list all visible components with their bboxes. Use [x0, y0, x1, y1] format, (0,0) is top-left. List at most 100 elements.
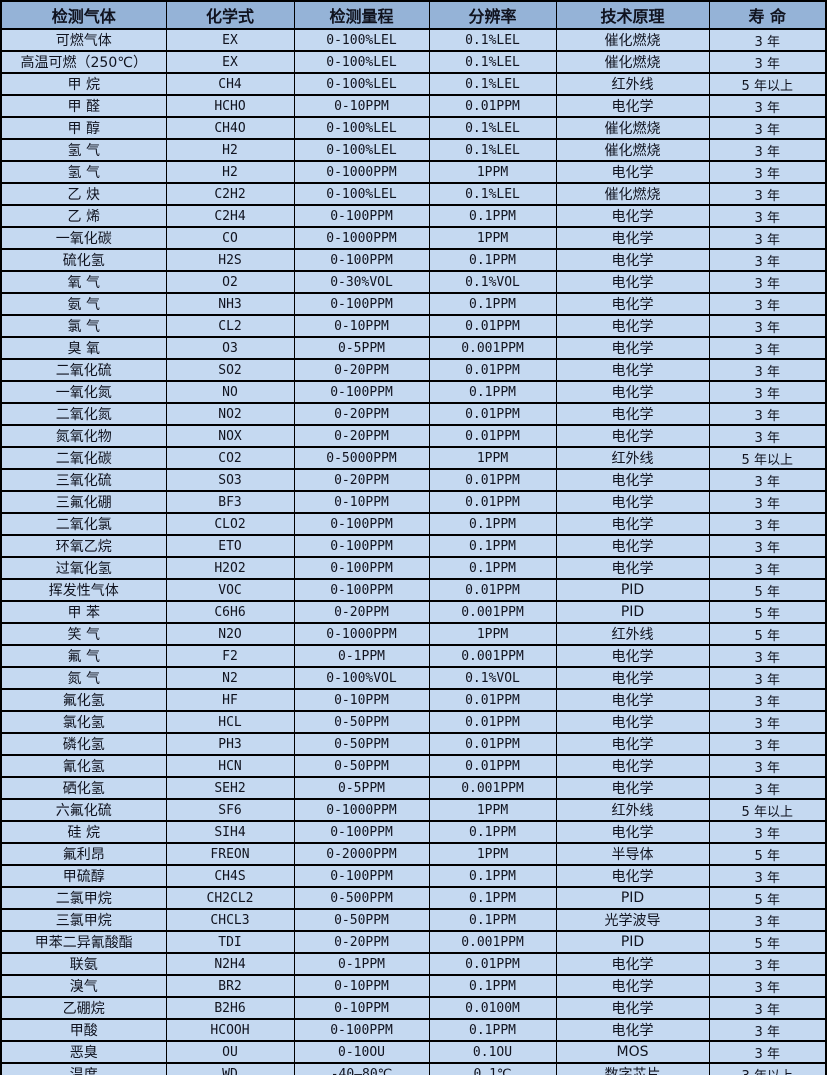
lifespan-cell: 5 年以上	[708, 446, 827, 470]
gas-name-cell: 高温可燃（250℃）	[0, 50, 167, 74]
range-cell: 0-10PPM	[293, 974, 430, 998]
range-cell: 0-5000PPM	[293, 446, 430, 470]
lifespan-cell: 3 年	[708, 732, 827, 756]
lifespan-cell: 5 年	[708, 622, 827, 646]
formula-cell: EX	[165, 50, 295, 74]
principle-cell: 电化学	[555, 776, 710, 800]
resolution-cell: 0.01PPM	[428, 490, 557, 514]
range-cell: 0-100PPM	[293, 292, 430, 316]
lifespan-cell: 3 年	[708, 952, 827, 976]
range-cell: 0-100PPM	[293, 556, 430, 580]
resolution-cell: 0.01PPM	[428, 402, 557, 426]
table-row: 硅 烷 SIH4 0-100PPM 0.1PPM 电化学 3 年	[0, 820, 827, 844]
gas-name-cell: 温度	[0, 1062, 167, 1075]
resolution-cell: 0.1℃	[428, 1062, 557, 1075]
gas-name-cell: 挥发性气体	[0, 578, 167, 602]
gas-name-cell: 三氧化硫	[0, 468, 167, 492]
gas-name-cell: 甲 醇	[0, 116, 167, 140]
range-cell: 0-2000PPM	[293, 842, 430, 866]
range-cell: 0-100PPM	[293, 248, 430, 272]
lifespan-cell: 3 年	[708, 314, 827, 338]
lifespan-cell: 3 年	[708, 754, 827, 778]
lifespan-cell: 3 年	[708, 512, 827, 536]
formula-cell: OU	[165, 1040, 295, 1064]
table-row: 恶臭 OU 0-10OU 0.1OU MOS 3 年	[0, 1040, 827, 1064]
gas-name-cell: 甲 苯	[0, 600, 167, 624]
gas-name-cell: 二氧化氮	[0, 402, 167, 426]
range-cell: 0-20PPM	[293, 402, 430, 426]
gas-name-cell: 氨 气	[0, 292, 167, 316]
resolution-cell: 0.1%LEL	[428, 50, 557, 74]
gas-name-cell: 恶臭	[0, 1040, 167, 1064]
principle-cell: 电化学	[555, 710, 710, 734]
principle-cell: 电化学	[555, 160, 710, 184]
range-cell: 0-10PPM	[293, 688, 430, 712]
formula-cell: SF6	[165, 798, 295, 822]
gas-name-cell: 甲 醛	[0, 94, 167, 118]
resolution-cell: 0.01PPM	[428, 468, 557, 492]
gas-name-cell: 氟 气	[0, 644, 167, 668]
formula-cell: CO	[165, 226, 295, 250]
principle-cell: 光学波导	[555, 908, 710, 932]
range-cell: 0-5PPM	[293, 776, 430, 800]
lifespan-cell: 3 年	[708, 710, 827, 734]
range-cell: 0-100PPM	[293, 578, 430, 602]
lifespan-cell: 3 年	[708, 556, 827, 580]
table-row: 溴气 BR2 0-10PPM 0.1PPM 电化学 3 年	[0, 974, 827, 998]
formula-cell: NOX	[165, 424, 295, 448]
table-row: 二氧化碳 CO2 0-5000PPM 1PPM 红外线 5 年以上	[0, 446, 827, 470]
formula-cell: CH4S	[165, 864, 295, 888]
range-cell: 0-100%LEL	[293, 72, 430, 96]
resolution-cell: 0.1OU	[428, 1040, 557, 1064]
formula-cell: N2H4	[165, 952, 295, 976]
table-row: 过氧化氢 H2O2 0-100PPM 0.1PPM 电化学 3 年	[0, 556, 827, 580]
principle-cell: 电化学	[555, 204, 710, 228]
header-row: 检测气体 化学式 检测量程 分辨率 技术原理 寿 命	[0, 0, 827, 30]
principle-cell: 电化学	[555, 644, 710, 668]
gas-name-cell: 氢 气	[0, 160, 167, 184]
lifespan-cell: 3 年	[708, 248, 827, 272]
table-row: 二氧化氯 CLO2 0-100PPM 0.1PPM 电化学 3 年	[0, 512, 827, 536]
formula-cell: C2H2	[165, 182, 295, 206]
formula-cell: NO2	[165, 402, 295, 426]
gas-name-cell: 二氧化碳	[0, 446, 167, 470]
gas-name-cell: 甲苯二异氰酸酯	[0, 930, 167, 954]
table-row: 乙 烯 C2H4 0-100PPM 0.1PPM 电化学 3 年	[0, 204, 827, 228]
resolution-cell: 0.001PPM	[428, 600, 557, 624]
gas-name-cell: 氯化氢	[0, 710, 167, 734]
lifespan-cell: 3 年	[708, 138, 827, 162]
formula-cell: C2H4	[165, 204, 295, 228]
gas-name-cell: 氮氧化物	[0, 424, 167, 448]
resolution-cell: 0.1%LEL	[428, 28, 557, 52]
gas-name-cell: 氰化氢	[0, 754, 167, 778]
table-row: 乙硼烷 B2H6 0-10PPM 0.0100M 电化学 3 年	[0, 996, 827, 1020]
gas-name-cell: 氯 气	[0, 314, 167, 338]
table-row: 甲酸 HCOOH 0-100PPM 0.1PPM 电化学 3 年	[0, 1018, 827, 1042]
resolution-cell: 0.1%LEL	[428, 72, 557, 96]
range-cell: 0-100PPM	[293, 864, 430, 888]
principle-cell: 红外线	[555, 798, 710, 822]
range-cell: 0-100%LEL	[293, 116, 430, 140]
principle-cell: PID	[555, 578, 710, 602]
gas-name-cell: 二氧化硫	[0, 358, 167, 382]
table-row: 环氧乙烷 ETO 0-100PPM 0.1PPM 电化学 3 年	[0, 534, 827, 558]
gas-name-cell: 一氧化氮	[0, 380, 167, 404]
table-row: 甲 醇 CH4O 0-100%LEL 0.1%LEL 催化燃烧 3 年	[0, 116, 827, 140]
principle-cell: 电化学	[555, 974, 710, 998]
table-header: 检测气体 化学式 检测量程 分辨率 技术原理 寿 命	[0, 0, 827, 30]
range-cell: 0-1PPM	[293, 644, 430, 668]
resolution-cell: 0.01PPM	[428, 710, 557, 734]
resolution-cell: 0.1PPM	[428, 820, 557, 844]
formula-cell: H2	[165, 138, 295, 162]
formula-cell: CL2	[165, 314, 295, 338]
principle-cell: 电化学	[555, 270, 710, 294]
resolution-cell: 0.1PPM	[428, 556, 557, 580]
formula-cell: NH3	[165, 292, 295, 316]
principle-cell: 红外线	[555, 446, 710, 470]
resolution-cell: 0.01PPM	[428, 754, 557, 778]
lifespan-cell: 3 年以上	[708, 1062, 827, 1075]
range-cell: 0-10PPM	[293, 314, 430, 338]
table-row: 磷化氢 PH3 0-50PPM 0.01PPM 电化学 3 年	[0, 732, 827, 756]
formula-cell: SO2	[165, 358, 295, 382]
